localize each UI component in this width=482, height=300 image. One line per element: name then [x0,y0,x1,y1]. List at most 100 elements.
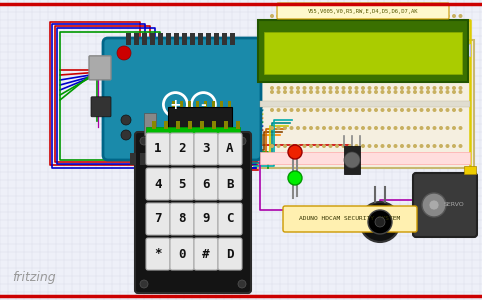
Circle shape [432,90,437,94]
Circle shape [439,108,443,112]
Circle shape [322,126,326,130]
Circle shape [354,108,359,112]
Circle shape [380,50,385,54]
Circle shape [342,68,346,72]
Bar [464,166,476,174]
Text: 4: 4 [154,178,162,190]
Bar [264,32,462,74]
Circle shape [270,86,274,90]
Circle shape [419,144,424,148]
Circle shape [445,86,450,90]
Circle shape [354,126,359,130]
Text: -: - [201,98,206,112]
Circle shape [322,14,326,18]
Circle shape [400,72,404,76]
Bar [214,33,219,45]
Circle shape [329,50,333,54]
Bar [176,121,180,129]
Circle shape [374,50,378,54]
Circle shape [432,72,437,76]
Circle shape [406,50,411,54]
Bar [150,33,155,45]
Circle shape [374,144,378,148]
Circle shape [439,68,443,72]
Bar [168,107,232,143]
Text: ADUNO HDCAM SECURITY SYSTEM: ADUNO HDCAM SECURITY SYSTEM [299,217,401,221]
Circle shape [290,32,294,36]
Circle shape [296,72,300,76]
Text: D: D [226,248,234,260]
Circle shape [374,32,378,36]
Bar [198,33,203,45]
Circle shape [458,108,463,112]
Bar [180,141,183,147]
Circle shape [348,86,352,90]
Bar [230,33,235,45]
Circle shape [309,50,313,54]
Circle shape [413,72,417,76]
FancyBboxPatch shape [91,97,111,117]
Circle shape [419,50,424,54]
Circle shape [290,144,294,148]
Circle shape [277,126,281,130]
Circle shape [452,50,456,54]
Circle shape [367,126,372,130]
Circle shape [277,144,281,148]
Circle shape [270,68,274,72]
Circle shape [367,86,372,90]
Circle shape [374,108,378,112]
Circle shape [309,86,313,90]
Bar [188,121,192,129]
Circle shape [374,86,378,90]
Circle shape [367,108,372,112]
Circle shape [367,72,372,76]
Circle shape [303,50,307,54]
Circle shape [393,68,398,72]
Circle shape [380,90,385,94]
Circle shape [342,72,346,76]
Circle shape [348,68,352,72]
Circle shape [452,144,456,148]
FancyBboxPatch shape [170,203,194,235]
Circle shape [380,86,385,90]
Circle shape [426,108,430,112]
Circle shape [374,126,378,130]
Circle shape [348,108,352,112]
Circle shape [270,90,274,94]
Circle shape [316,14,320,18]
Circle shape [335,90,339,94]
Circle shape [348,144,352,148]
Text: 7: 7 [154,212,162,226]
Text: 5: 5 [178,178,186,190]
Circle shape [387,72,391,76]
Circle shape [426,86,430,90]
Bar [228,101,231,107]
Circle shape [375,217,385,227]
Circle shape [400,86,404,90]
Circle shape [329,32,333,36]
Circle shape [335,144,339,148]
Circle shape [277,90,281,94]
Circle shape [439,14,443,18]
Bar [172,101,175,107]
Circle shape [400,50,404,54]
Circle shape [406,72,411,76]
Circle shape [432,14,437,18]
Circle shape [413,14,417,18]
Circle shape [432,144,437,148]
Circle shape [342,108,346,112]
Bar [130,153,136,165]
Circle shape [426,50,430,54]
Circle shape [361,32,365,36]
Circle shape [380,14,385,18]
Bar [164,121,168,129]
Circle shape [445,72,450,76]
Circle shape [296,108,300,112]
Circle shape [419,68,424,72]
Circle shape [406,14,411,18]
Bar [182,33,187,45]
Circle shape [360,202,400,242]
Circle shape [290,72,294,76]
Circle shape [393,126,398,130]
Circle shape [426,14,430,18]
